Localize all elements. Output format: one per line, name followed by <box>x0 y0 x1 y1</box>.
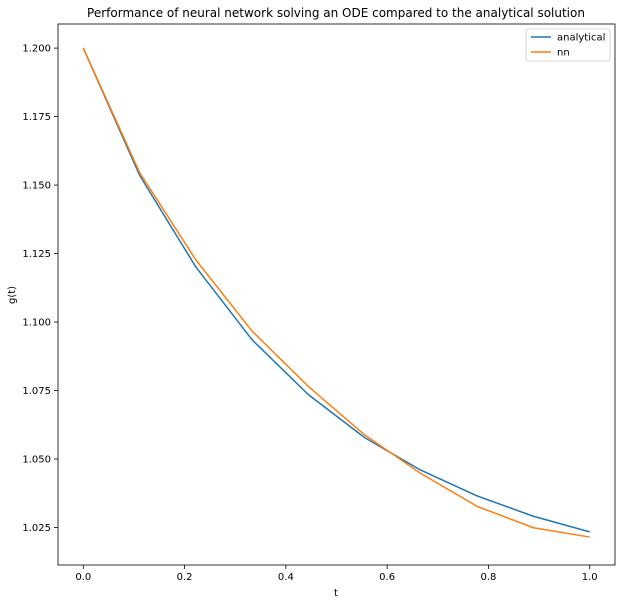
x-axis-label: t <box>334 588 338 599</box>
series-line-nn <box>82 47 590 538</box>
x-tick-label: 0.4 <box>278 572 294 583</box>
chart-title: Performance of neural network solving an… <box>87 6 585 20</box>
x-axis: 0.0 0.2 0.4 0.6 0.8 1.0 <box>75 565 598 583</box>
y-tick-label: 1.050 <box>22 454 51 465</box>
legend-label-nn: nn <box>557 48 570 59</box>
y-tick-label: 1.025 <box>22 523 51 534</box>
x-tick-label: 0.6 <box>379 572 395 583</box>
y-axis-label: g(t) <box>7 286 18 304</box>
y-axis: 1.025 1.050 1.075 1.100 1.125 1.150 1.175 1.200 <box>22 44 58 534</box>
plot-frame <box>57 23 616 566</box>
y-tick-label: 1.175 <box>22 112 51 123</box>
y-tick-label: 1.150 <box>22 181 51 192</box>
series-line-analytical <box>82 47 590 533</box>
x-tick-label: 0.0 <box>75 572 91 583</box>
x-tick-label: 1.0 <box>582 572 598 583</box>
legend: analytical nn <box>525 28 611 62</box>
plot-area <box>57 23 616 566</box>
x-tick-label: 0.8 <box>480 572 496 583</box>
legend-label-analytical: analytical <box>557 33 605 44</box>
y-tick-label: 1.075 <box>22 386 51 397</box>
y-tick-label: 1.200 <box>22 44 51 55</box>
y-tick-label: 1.125 <box>22 249 51 260</box>
series-group <box>82 47 590 538</box>
x-tick-label: 0.2 <box>177 572 193 583</box>
y-tick-label: 1.100 <box>22 318 51 329</box>
